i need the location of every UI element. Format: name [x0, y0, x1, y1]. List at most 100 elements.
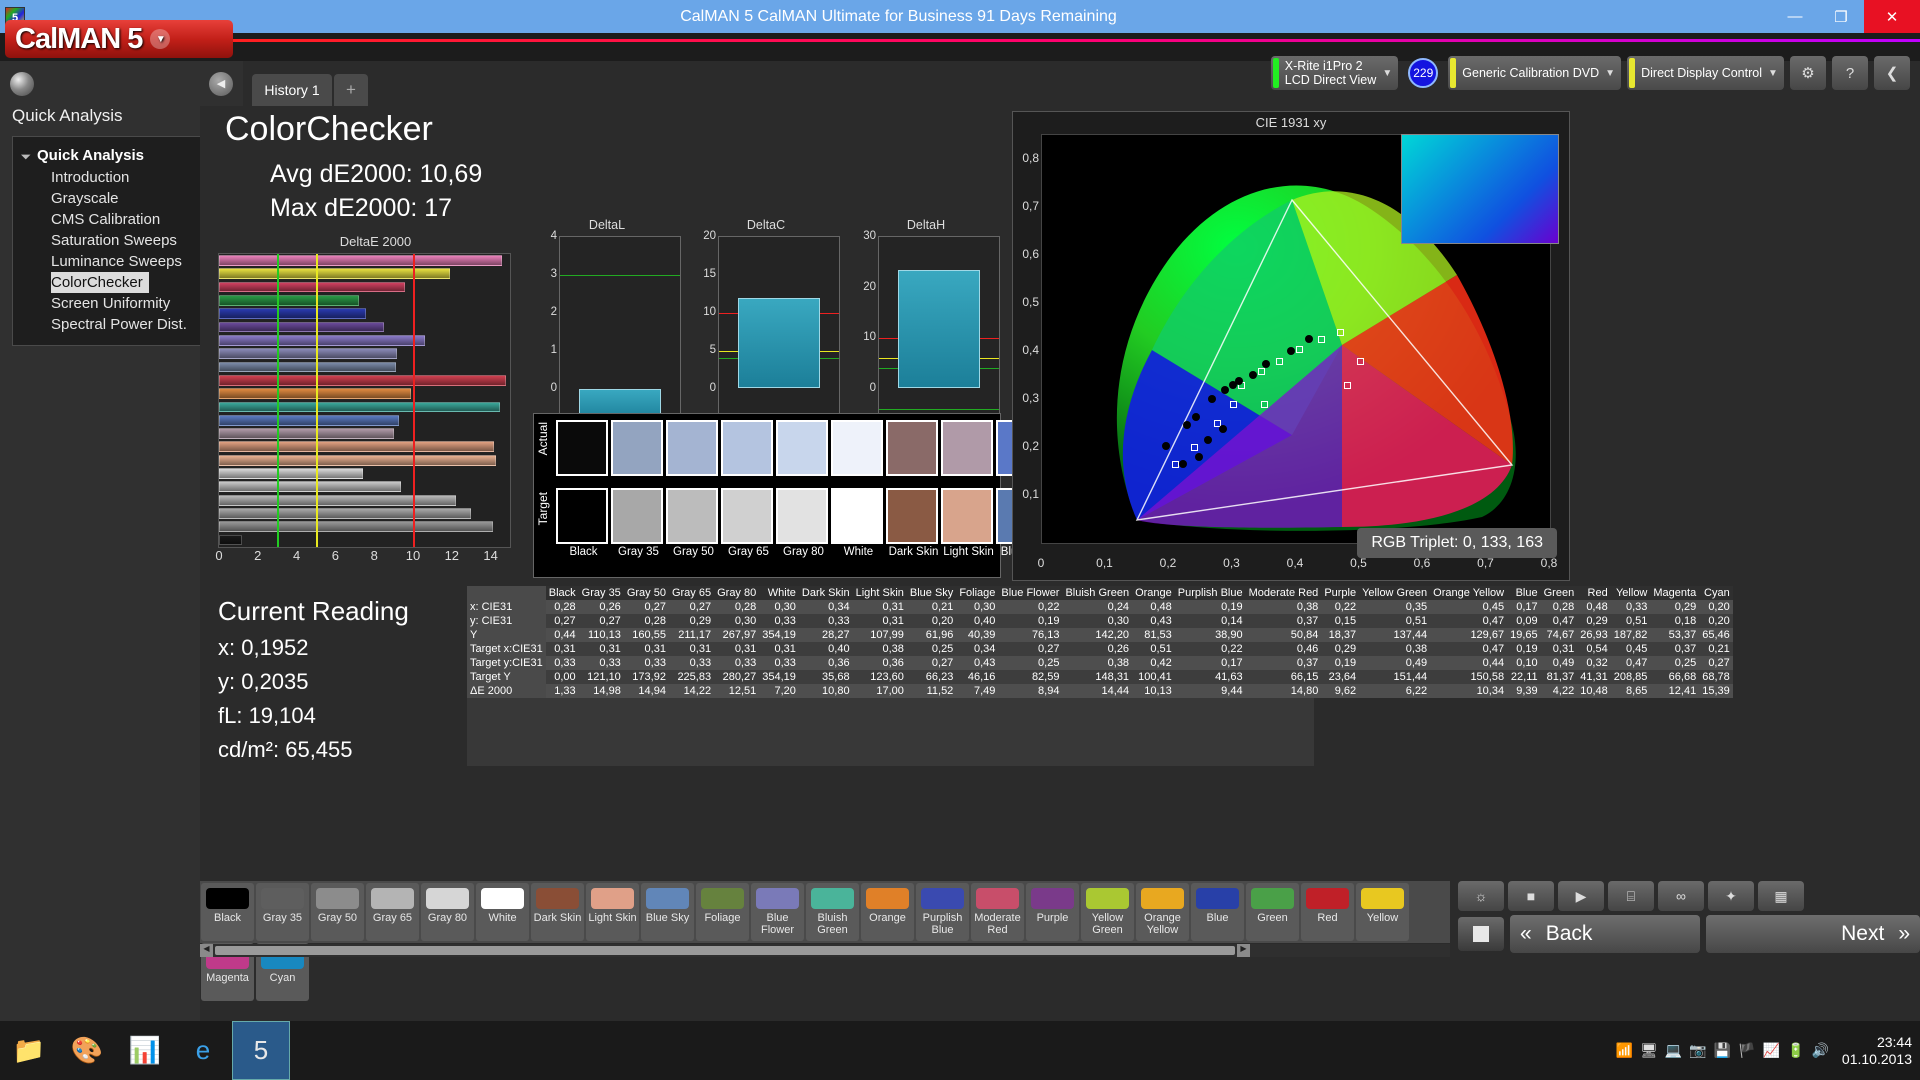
wand-icon[interactable]: ✦ — [1708, 881, 1754, 911]
patch-scrollbar[interactable]: ◀ ▶ — [200, 944, 1450, 957]
sidebar-item-spectral-power-dist[interactable]: Spectral Power Dist. — [51, 316, 187, 333]
table-row: Target Y 0,00 121,10 173,92 225,83 280,27 354,… — [467, 670, 1733, 684]
patch-button[interactable]: Blue Sky — [641, 883, 694, 941]
link-icon[interactable]: ∞ — [1658, 881, 1704, 911]
maximize-button[interactable]: ❐ — [1834, 8, 1848, 26]
patch-button[interactable]: Gray 80 — [421, 883, 474, 941]
sidebar-item-introduction[interactable]: Introduction — [51, 169, 130, 186]
sidebar-item-luminance-sweeps[interactable]: Luminance Sweeps — [51, 253, 182, 270]
chevron-down-icon[interactable]: ▼ — [1768, 67, 1778, 79]
scroll-right-icon[interactable]: ▶ — [1237, 944, 1250, 957]
patch-button[interactable]: Orange — [861, 883, 914, 941]
help-icon[interactable]: ? — [1832, 56, 1868, 90]
display-icon[interactable]: 🖥 — [1640, 1042, 1658, 1058]
clock[interactable]: 23:44 01.10.2013 — [1842, 1034, 1912, 1068]
table-cell: 187,82 — [1613, 629, 1648, 641]
table-cell: 100,41 — [1138, 671, 1172, 683]
patch-button[interactable]: Orange Yellow — [1136, 883, 1189, 941]
play-icon[interactable]: ▶ — [1558, 881, 1604, 911]
patch-color-chip — [316, 888, 359, 909]
patch-button[interactable]: Bluish Green — [806, 883, 859, 941]
patch-button[interactable]: Red — [1301, 883, 1354, 941]
table-cell: 40,39 — [967, 629, 996, 641]
patch-button[interactable]: Blue Flower — [751, 883, 804, 941]
meter-icon[interactable]: ▦ — [1758, 881, 1804, 911]
monitor-icon[interactable]: 💻 — [1664, 1042, 1683, 1058]
taskbar-paint-icon[interactable]: 🎨 — [70, 1035, 104, 1065]
meter-selector[interactable]: X-Rite i1Pro 2 LCD Direct View ▼ — [1270, 56, 1399, 90]
taskbar-chart-icon[interactable]: 📊 — [128, 1035, 162, 1065]
network-icon[interactable]: 📶 — [1615, 1042, 1634, 1058]
patch-button[interactable]: Black — [201, 883, 254, 941]
table-cell: 0,49 — [1552, 657, 1575, 669]
close-button[interactable]: ✕ — [1864, 0, 1920, 33]
sun-icon[interactable]: ☼ — [1458, 881, 1504, 911]
patch-button[interactable]: Moderate Red — [971, 883, 1024, 941]
table-row: y: CIE31 0,27 0,27 0,28 0,29 0,30 0,33 0,33 0,31… — [467, 614, 1733, 628]
flag-icon[interactable]: 🏴 — [1738, 1042, 1756, 1058]
sidebar-item-saturation-sweeps[interactable]: Saturation Sweeps — [51, 232, 177, 249]
sidebar-item-grayscale[interactable]: Grayscale — [51, 190, 119, 207]
chevron-down-icon[interactable]: ▼ — [150, 29, 171, 49]
table-cell: 354,19 — [762, 629, 796, 641]
chevron-down-icon[interactable]: ▼ — [1382, 67, 1393, 79]
minimize-button[interactable]: — — [1787, 8, 1803, 25]
patch-button[interactable]: Light Skin — [586, 883, 639, 941]
volume-icon[interactable]: 🔊 — [1811, 1042, 1829, 1058]
table-cell: 61,96 — [925, 629, 954, 641]
swatch-label: White — [843, 546, 874, 558]
add-tab-button[interactable]: + — [334, 74, 368, 106]
sidebar-group-quick-analysis[interactable]: Quick Analysis — [13, 145, 232, 167]
tab-history-1[interactable]: History 1 — [252, 74, 332, 106]
patch-button[interactable]: White — [476, 883, 529, 941]
table-cell: 0,29 — [1674, 601, 1697, 613]
patch-button[interactable]: Green — [1246, 883, 1299, 941]
camera-icon[interactable]: 📷 — [1689, 1042, 1707, 1058]
table-column-header: Purplish Blue — [1174, 586, 1246, 600]
patch-button[interactable]: Gray 35 — [256, 883, 309, 941]
patch-button[interactable]: Gray 50 — [311, 883, 364, 941]
sidebar-item-screen-uniformity[interactable]: Screen Uniformity — [51, 295, 171, 312]
stop-button[interactable] — [1458, 917, 1504, 951]
back-button[interactable]: « Back — [1510, 915, 1700, 953]
table-cell: 0,32 — [1586, 657, 1608, 669]
source-selector[interactable]: Generic Calibration DVD ▼ — [1448, 56, 1622, 90]
patch-button[interactable]: Yellow — [1356, 883, 1409, 941]
scroll-thumb[interactable] — [215, 946, 1235, 955]
collapse-sidebar-icon[interactable]: ◀ — [209, 71, 233, 96]
collapse-panel-icon[interactable]: ❮ — [1874, 56, 1910, 90]
patch-button[interactable]: Foliage — [696, 883, 749, 941]
battery-icon[interactable]: 🔋 — [1787, 1042, 1805, 1058]
patch-button[interactable]: Blue — [1191, 883, 1244, 941]
scroll-left-icon[interactable]: ◀ — [200, 944, 213, 957]
taskbar-ie-icon[interactable]: e — [195, 1035, 211, 1065]
disk-icon[interactable]: 💾 — [1713, 1042, 1732, 1058]
measurement-table[interactable]: Black Gray 35 Gray 50 Gray 65 Gray 80 White Da… — [467, 586, 1733, 766]
sidebar-item-cms-calibration[interactable]: CMS Calibration — [51, 211, 161, 228]
display-control-selector[interactable]: Direct Display Control ▼ — [1627, 56, 1784, 90]
taskbar-calman-icon[interactable]: 5 — [232, 1021, 290, 1080]
gear-icon[interactable]: ⚙ — [1790, 56, 1826, 90]
next-button[interactable]: Next » — [1706, 915, 1920, 953]
cie-measured-point — [1304, 335, 1313, 343]
chevron-down-icon[interactable]: ▼ — [1605, 67, 1616, 79]
save-icon[interactable]: ⌸ — [1608, 881, 1654, 911]
taskbar-folder-icon[interactable]: 📁 — [12, 1035, 46, 1065]
patch-button[interactable]: Yellow Green — [1081, 883, 1134, 941]
record-icon[interactable]: ■ — [1508, 881, 1554, 911]
table-cell: 0,28 — [644, 615, 666, 627]
cie-plot-area[interactable] — [1041, 134, 1551, 544]
patch-button[interactable]: Gray 65 — [366, 883, 419, 941]
patch-button[interactable]: Purplish Blue — [916, 883, 969, 941]
patch-button[interactable]: Dark Skin — [531, 883, 584, 941]
table-cell: 173,92 — [632, 671, 666, 683]
bars-icon[interactable]: 📈 — [1762, 1042, 1781, 1058]
orb-icon[interactable] — [10, 71, 34, 96]
sidebar-item-colorchecker[interactable]: ColorChecker — [51, 272, 149, 293]
calman-logo[interactable]: CalMAN 5 ▼ — [5, 20, 233, 58]
cie-zoom-inset[interactable] — [1401, 134, 1559, 244]
cie-x-tick: 0,7 — [1477, 556, 1494, 570]
patch-button[interactable]: Purple — [1026, 883, 1079, 941]
patch-selector-bar[interactable]: Black Gray 35 Gray 50 Gray 65 Gray 80 White Da… — [200, 881, 1450, 1001]
table-cell: 10,80 — [822, 685, 850, 697]
